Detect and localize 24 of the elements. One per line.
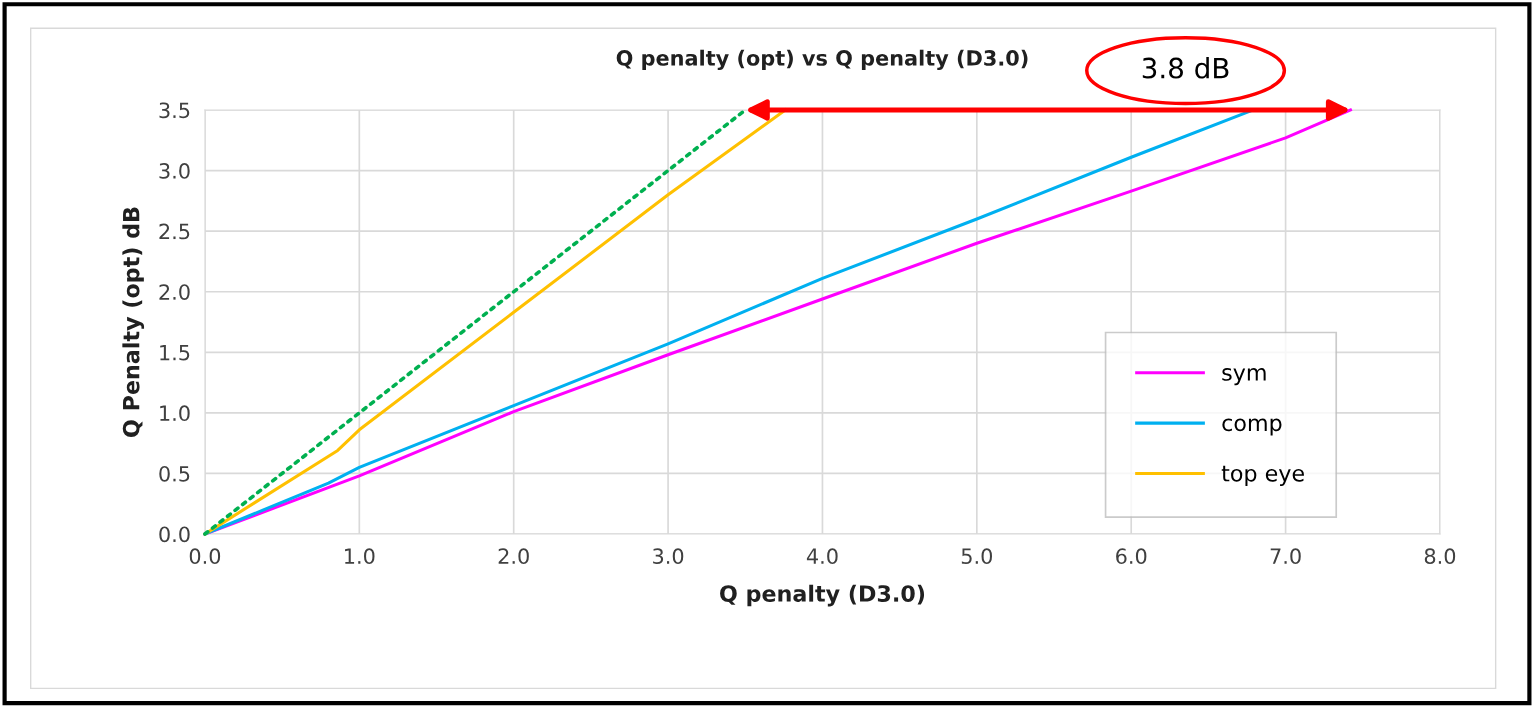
y-tick-label: 0.0	[159, 526, 190, 543]
x-tick-label: 5.0	[961, 548, 993, 565]
y-tick-label: 2.0	[159, 284, 190, 300]
x-tick-label: 2.0	[498, 548, 529, 565]
y-tick-label: 1.0	[160, 405, 190, 422]
x-tick-label: 7.0	[1270, 548, 1301, 565]
x-tick-label: 1.0	[345, 548, 375, 565]
y-tick-label: 3.0	[159, 163, 190, 179]
y-tick-label: 2.5	[159, 223, 190, 240]
chart-title: Q penalty (opt) vs Q penalty (D3.0)	[616, 49, 1028, 71]
x-tick-label: 6.0	[1116, 548, 1147, 565]
x-tick-label: 3.0	[653, 548, 684, 565]
legend-label: sym	[1222, 368, 1266, 386]
x-tick-label: 8.0	[1424, 548, 1456, 565]
y-tick-label: 3.5	[159, 102, 190, 119]
text: 3.8 dB	[1142, 57, 1229, 79]
y-tick-label: 0.5	[159, 465, 190, 482]
y-tick-label: 1.5	[160, 345, 190, 361]
legend-label: comp	[1222, 418, 1282, 436]
x-axis-title: Q penalty (D3.0)	[720, 584, 925, 607]
x-tick-label: 0.0	[189, 548, 221, 565]
legend-label: top eye	[1221, 465, 1304, 486]
y-axis-title: Q Penalty (opt) dB	[122, 207, 145, 437]
x-tick-label: 4.0	[806, 548, 838, 565]
